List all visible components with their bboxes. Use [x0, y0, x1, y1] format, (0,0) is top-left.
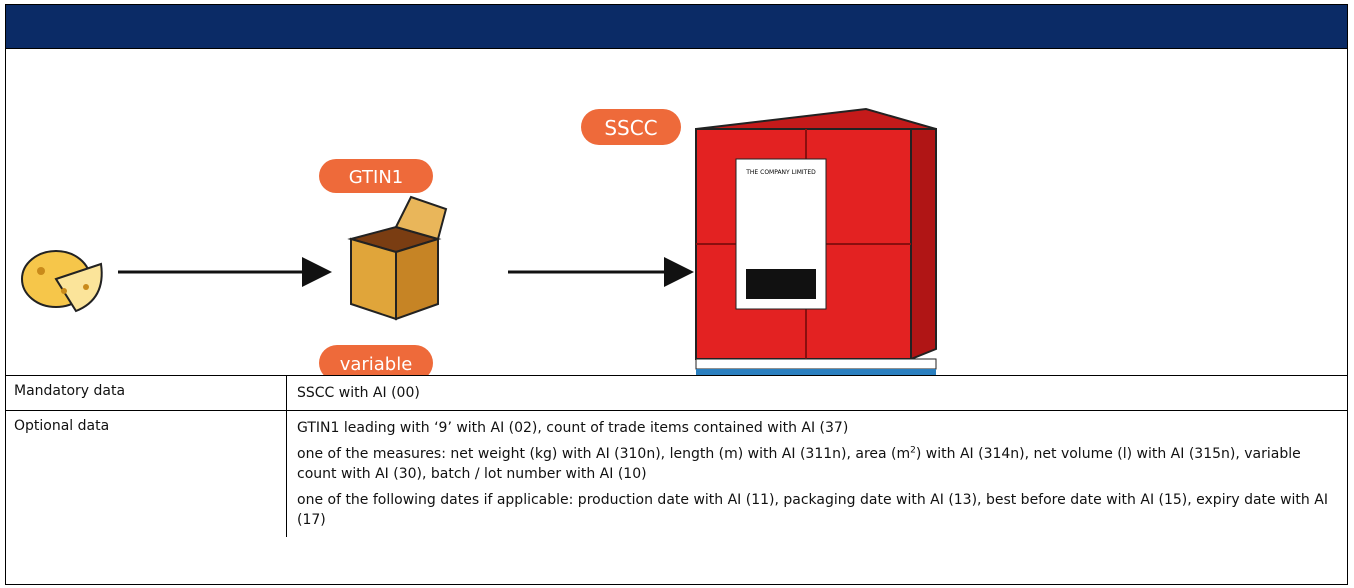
- paragraph: one of the following dates if applicable…: [297, 490, 1337, 530]
- data-table: Mandatory data SSCC with AI (00) Optional …: [6, 376, 1347, 537]
- paragraph: one of the measures: net weight (kg) wit…: [297, 444, 1337, 484]
- superscript: 2: [910, 445, 916, 456]
- badge-label: GTIN1: [349, 167, 404, 188]
- row-label: Optional data: [6, 411, 287, 537]
- pallet-icon: THE COMPANY LIMITED: [695, 107, 937, 375]
- paragraph: GTIN1 leading with ‘9’ with AI (02), cou…: [297, 418, 1337, 438]
- badge-label: SSCC: [604, 116, 657, 140]
- badge: [319, 345, 433, 381]
- text: ) with AI (314n), net volume (l) with AI…: [297, 446, 1301, 482]
- text: SSCC with AI (00): [297, 385, 420, 401]
- badge-label: variable: [340, 354, 413, 375]
- illustration: GTIN1 variable THE COMPANY LIMITED SSCC: [6, 49, 1347, 381]
- badge: [319, 159, 433, 193]
- text: one of the measures: net weight (kg) wit…: [297, 446, 911, 462]
- table-row: Mandatory data SSCC with AI (00): [6, 376, 1347, 411]
- header-bar: [6, 5, 1347, 49]
- flow-diagram: GTIN1 variable THE COMPANY LIMITED SSCC: [21, 107, 937, 381]
- table-row: Optional data GTIN1 leading with ‘9’ with…: [6, 411, 1347, 537]
- badge: [581, 109, 681, 145]
- paragraph: SSCC with AI (00): [297, 383, 1337, 403]
- pallet-label-text: THE COMPANY LIMITED: [745, 169, 816, 176]
- row-label: Mandatory data: [6, 376, 287, 410]
- row-value: GTIN1 leading with ‘9’ with AI (02), cou…: [287, 411, 1347, 537]
- box-icon: [347, 195, 448, 321]
- row-value: SSCC with AI (00): [287, 376, 1347, 410]
- document: GTIN1 variable THE COMPANY LIMITED SSCC …: [5, 4, 1348, 585]
- cheese-icon: [21, 250, 103, 313]
- text: one of the following dates if applicable…: [297, 492, 1328, 528]
- text: GTIN1 leading with ‘9’ with AI (02), cou…: [297, 420, 849, 436]
